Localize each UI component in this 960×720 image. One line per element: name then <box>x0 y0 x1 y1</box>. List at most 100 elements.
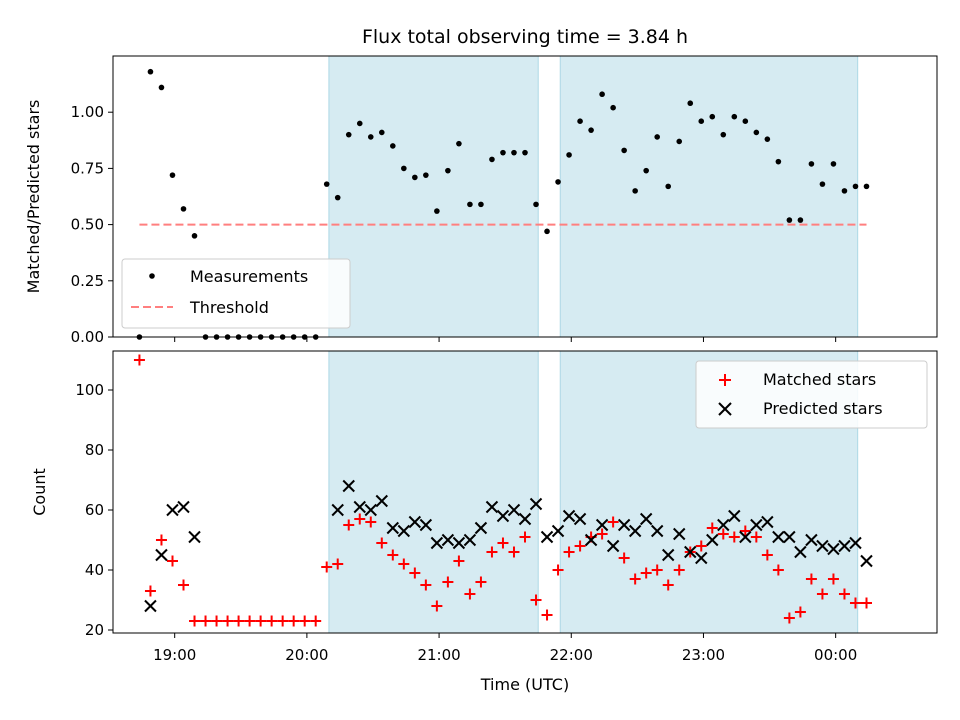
matched-star-point <box>860 597 872 609</box>
matched-star-point <box>717 528 729 540</box>
predicted-star-point <box>342 479 355 493</box>
matched-star-point <box>244 615 256 627</box>
matched-star-point <box>794 606 806 618</box>
matched-star-point <box>563 546 575 558</box>
measurement-point <box>577 118 583 124</box>
matched-star-point <box>739 525 751 537</box>
matched-star-point <box>365 516 377 528</box>
matched-star-point <box>266 615 278 627</box>
matched-star-point <box>222 615 234 627</box>
measurement-point <box>830 161 837 167</box>
matched-star-point <box>838 588 850 600</box>
matched-star-point <box>728 531 740 543</box>
matched-star-point <box>321 561 333 573</box>
matched-star-point <box>772 564 784 576</box>
matched-star-point <box>673 564 685 576</box>
matched-star-point <box>651 564 663 576</box>
measurement-point <box>390 143 396 149</box>
measurement-point <box>665 183 672 190</box>
measurement-point <box>401 165 407 172</box>
predicted-star-point <box>684 545 697 559</box>
matched-star-point <box>849 597 861 609</box>
matched-star-point <box>783 612 795 624</box>
measurement-point <box>522 149 528 156</box>
measurement-point <box>500 149 506 156</box>
predicted-star-point <box>860 554 873 568</box>
predicted-star-point <box>816 539 829 553</box>
measurement-point <box>599 91 605 98</box>
measurement-point <box>169 172 176 178</box>
matched-star-point <box>277 615 289 627</box>
predicted-star-point <box>584 533 598 547</box>
predicted-star-point <box>772 530 785 544</box>
matched-star-point <box>310 615 322 627</box>
measurement-point <box>323 181 330 187</box>
predicted-star-point <box>750 518 763 532</box>
matched-star-point <box>761 549 773 561</box>
measurement-point <box>566 152 572 158</box>
measurement-point <box>643 167 649 174</box>
measurement-point <box>841 188 848 194</box>
measurement-point <box>345 131 352 138</box>
matched-star-point <box>255 615 267 627</box>
measurement-point <box>687 100 694 107</box>
measurement-point <box>764 136 771 142</box>
predicted-star-point <box>463 533 477 547</box>
matched-star-point <box>519 531 531 543</box>
measurement-point <box>147 68 154 75</box>
matched-star-point <box>200 615 212 627</box>
predicted-star-point <box>551 524 565 538</box>
shaded-region-1 <box>328 350 539 634</box>
predicted-star-point <box>364 503 377 517</box>
matched-star-point <box>332 558 344 570</box>
y-tick-label: 40 <box>85 561 104 579</box>
predicted-star-point <box>166 503 179 517</box>
predicted-star-point <box>573 512 587 526</box>
measurement-point <box>180 206 187 212</box>
predicted-star-point <box>397 524 411 538</box>
predicted-star-point <box>717 518 730 532</box>
y-tick-label: 20 <box>85 621 104 639</box>
predicted-star-point <box>331 503 344 517</box>
predicted-star-point <box>739 530 752 544</box>
matched-star-point <box>805 573 817 585</box>
predicted-star-point <box>144 599 157 613</box>
measurement-point <box>621 147 627 154</box>
measurement-point <box>356 120 363 127</box>
matched-star-point <box>442 576 454 588</box>
measurement-point <box>775 158 782 165</box>
matched-star-point <box>376 537 388 549</box>
measurement-point <box>808 161 815 167</box>
matched-star-point <box>431 600 443 612</box>
predicted-star-point <box>706 533 719 547</box>
measurement-point <box>698 118 705 124</box>
matched-star-point <box>827 573 839 585</box>
x-tick-label: 23:00 <box>682 646 725 664</box>
x-tick-label: 00:00 <box>814 646 857 664</box>
matched-star-point <box>530 594 542 606</box>
predicted-star-point <box>728 509 741 523</box>
predicted-star-point <box>794 545 807 559</box>
predicted-star-point <box>761 515 774 529</box>
predicted-star-point <box>474 521 488 535</box>
x-axis-label: Time (UTC) <box>480 675 569 694</box>
measurement-point <box>731 113 738 120</box>
legend-measurements-swatch <box>149 273 155 279</box>
predicted-star-point <box>805 533 818 547</box>
measurement-point <box>544 228 550 235</box>
legend-measurements-label: Measurements <box>190 267 308 286</box>
measurement-point <box>191 233 198 239</box>
matched-star-point <box>486 546 498 558</box>
x-tick-label: 20:00 <box>285 646 328 664</box>
measurement-point <box>511 149 517 156</box>
matched-star-point <box>629 573 641 585</box>
measurement-point <box>434 208 440 214</box>
matched-star-point <box>607 516 619 528</box>
matched-star-point <box>409 567 421 579</box>
measurement-point <box>423 172 429 178</box>
y-tick-label: 100 <box>75 381 104 399</box>
predicted-star-point <box>386 521 400 535</box>
matched-star-point <box>133 354 145 366</box>
top-plot-frame <box>112 55 938 338</box>
